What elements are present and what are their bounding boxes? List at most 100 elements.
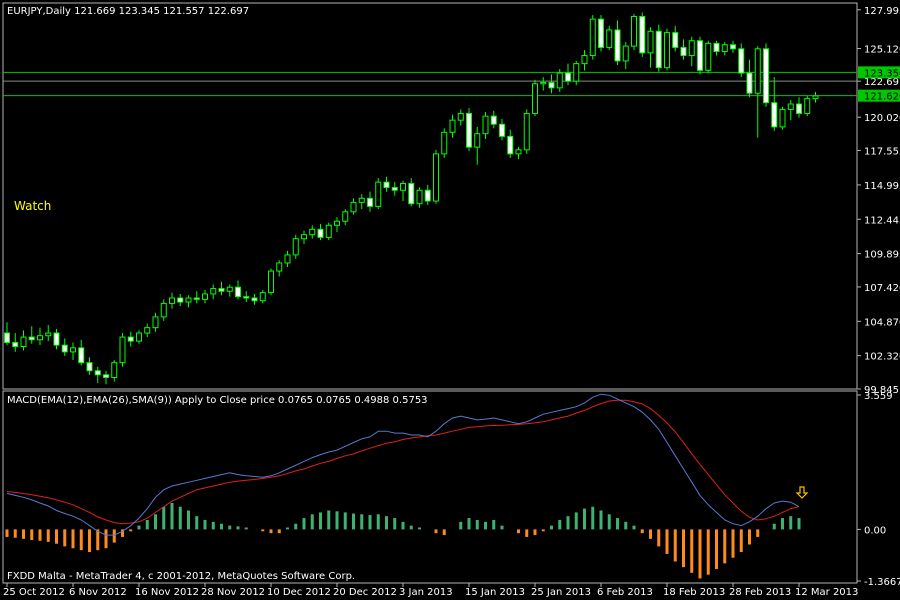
candle-body-up (210, 288, 217, 295)
candle (606, 25, 613, 51)
candle-body-up (20, 336, 27, 348)
candle-body-up (482, 115, 489, 135)
candle (4, 322, 10, 346)
candle-body-down (12, 341, 19, 348)
candle-body-down (408, 183, 415, 205)
macd-panel[interactable]: MACD(EMA(12),EMA(26),SMA(9)) Apply to Cl… (2, 390, 858, 584)
price-tick-label: 102.320 (864, 352, 900, 363)
candle (697, 36, 703, 75)
candle (20, 330, 27, 351)
price-tick-label: 112.445 (864, 215, 900, 226)
price-tick-label: 114.995 (864, 181, 900, 192)
candle (581, 50, 588, 71)
candle (416, 187, 423, 208)
candle-body-up (144, 327, 151, 334)
candle (202, 289, 208, 304)
candle-body-up (721, 44, 728, 52)
candle (622, 42, 629, 70)
candle (37, 327, 43, 346)
candle-body-up (400, 183, 406, 191)
candle (136, 330, 142, 344)
time-tick-label: 6 Nov 2012 (69, 587, 127, 598)
candle-body-down (391, 187, 398, 191)
candle (185, 295, 192, 308)
candle-body-down (94, 370, 101, 376)
candle (218, 281, 225, 296)
candle (334, 217, 340, 233)
price-tag-label: 123.350 (864, 68, 900, 79)
candle (400, 180, 406, 202)
candle-body-up (515, 149, 522, 155)
horizontal-lines[interactable] (3, 71, 857, 97)
candle (738, 43, 745, 78)
candle-body-up (540, 81, 547, 85)
candlesticks (4, 12, 819, 385)
candle-body-up (111, 362, 118, 378)
candle-body-up (688, 40, 695, 57)
candle-body-up (416, 189, 423, 205)
time-tick-label: 10 Dec 2012 (267, 587, 331, 598)
candle-body-down (61, 344, 68, 353)
candle-body-up (160, 302, 167, 318)
candle-body-up (350, 201, 357, 213)
price-tag-box (858, 89, 900, 102)
candle-body-down (730, 44, 736, 50)
candle-body-down (713, 42, 720, 52)
time-tick-label: 20 Dec 2012 (333, 587, 397, 598)
price-tick-label: 109.895 (864, 250, 900, 261)
candle (226, 284, 233, 297)
candle (28, 326, 35, 344)
candle-body-down (367, 197, 373, 207)
candle (655, 24, 662, 72)
candle (342, 209, 349, 226)
candle-body-up (70, 347, 76, 353)
candle (317, 223, 324, 241)
watch-label: Watch (14, 199, 51, 213)
candle (705, 40, 712, 74)
candle-body-down (746, 72, 753, 94)
candle-body-down (738, 48, 745, 74)
candle (210, 284, 217, 300)
candle-body-up (449, 119, 456, 133)
candle-body-down (28, 336, 35, 341)
candle-body-up (169, 297, 175, 304)
candle (565, 63, 571, 86)
candle (292, 234, 299, 259)
candle (441, 128, 448, 158)
candle-body-up (556, 72, 563, 89)
candle (779, 106, 786, 130)
time-tick-label: 25 Oct 2012 (3, 587, 65, 598)
time-tick-label: 25 Jan 2013 (531, 587, 591, 598)
candle (70, 342, 76, 360)
time-tick-label: 6 Feb 2013 (597, 587, 653, 598)
candle-body-up (606, 29, 613, 48)
price-panel[interactable]: EURJPY,Daily 121.669 123.345 121.557 122… (2, 2, 858, 390)
candle-body-down (763, 48, 769, 104)
candle (160, 299, 167, 321)
candle-body-down (424, 189, 431, 202)
candle-body-up (581, 55, 588, 65)
candle (787, 99, 794, 121)
candle-body-down (565, 72, 571, 82)
candle-body-down (78, 347, 85, 364)
candle (639, 12, 646, 57)
candle-body-up (433, 153, 439, 202)
candle (672, 25, 679, 52)
price-tick-label: 107.420 (864, 283, 900, 294)
candle (507, 129, 514, 158)
candle (424, 184, 431, 206)
candle-body-up (202, 293, 208, 300)
candle (523, 109, 530, 154)
candle-body-up (119, 336, 126, 364)
price-tag-label: 121.620 (864, 92, 900, 103)
candle-body-down (697, 40, 703, 71)
candle-body-up (292, 238, 299, 256)
candle-body-up (185, 297, 192, 303)
candle (358, 194, 365, 210)
candle-body-down (672, 32, 679, 48)
candle-body-down (86, 362, 93, 372)
candle-body-up (342, 211, 349, 222)
down-arrow-icon (795, 486, 809, 499)
candle-body-down (251, 297, 258, 302)
